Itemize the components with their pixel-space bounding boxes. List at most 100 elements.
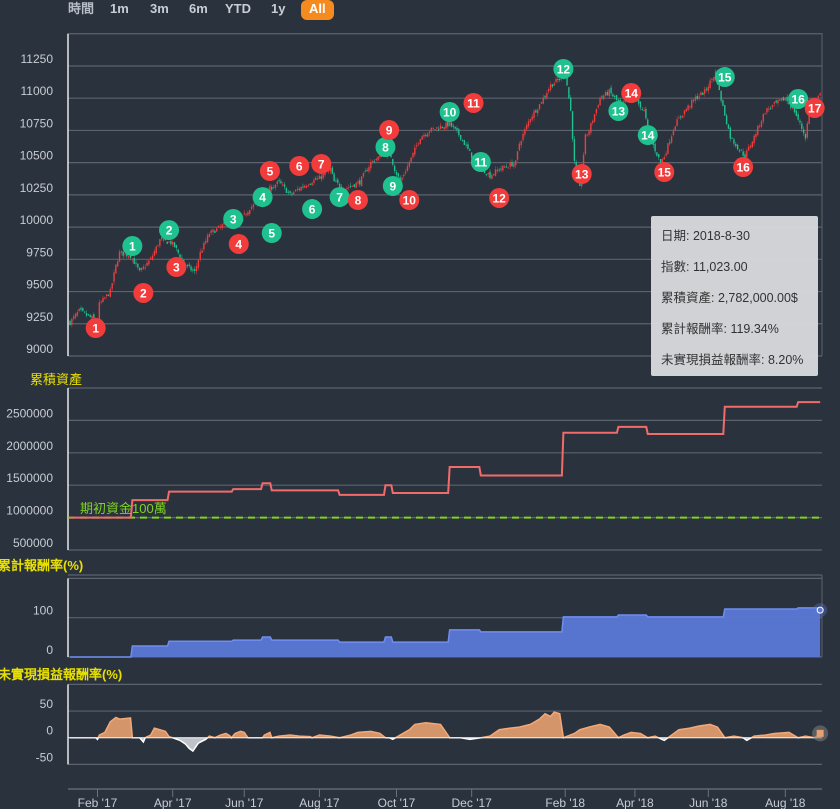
candle-body: [80, 307, 82, 310]
candle-body: [428, 131, 431, 133]
candle-body: [546, 92, 548, 99]
candle-body: [685, 109, 687, 112]
candle-body: [535, 110, 537, 113]
y-tick-label: 2000000: [6, 439, 53, 453]
candle-body: [362, 173, 365, 177]
range-6m-button[interactable]: 6m: [189, 1, 208, 16]
candle-body: [527, 121, 530, 127]
candle-body: [144, 267, 146, 269]
candle-body: [735, 143, 737, 147]
buy-signal-number: 9: [389, 179, 396, 193]
candle-body: [85, 313, 88, 316]
candle-body: [181, 257, 183, 260]
buy-signal-number: 13: [612, 104, 626, 118]
candle-body: [392, 158, 394, 165]
buy-signal-marker: 2: [159, 220, 180, 241]
candle-body: [553, 83, 555, 86]
candle-body: [408, 162, 411, 167]
candle-body: [140, 268, 143, 271]
candle-body: [742, 151, 744, 156]
candle-body: [76, 312, 79, 316]
candle-body: [269, 185, 271, 193]
candle-body: [760, 121, 763, 127]
candle-body: [129, 255, 132, 258]
candle-body: [199, 251, 201, 260]
candle-body: [252, 204, 255, 208]
candle-body: [168, 241, 170, 243]
candle-body: [463, 140, 466, 145]
cum-return-area: [70, 607, 821, 657]
sell-signal-number: 11: [467, 96, 480, 110]
sell-signal-circle: [733, 157, 754, 178]
candle-body: [212, 229, 214, 232]
buy-signal-circle: [553, 58, 574, 79]
candle-body: [162, 238, 165, 241]
sell-signal-number: 2: [140, 286, 147, 300]
candle-body: [153, 251, 156, 256]
candle-body: [373, 161, 376, 163]
candle-body: [298, 188, 300, 190]
sell-signal-circle: [379, 120, 400, 141]
y-tick-label: 10000: [20, 213, 54, 227]
candle-body: [285, 187, 288, 193]
candle-body: [727, 124, 730, 129]
candle-body: [208, 234, 211, 237]
sell-signal-marker: 15: [654, 162, 675, 183]
candle-body: [537, 109, 539, 114]
candle-body: [104, 297, 106, 299]
candle-body: [71, 318, 73, 325]
buy-signal-number: 2: [166, 224, 173, 238]
buy-signal-number: 6: [309, 203, 316, 217]
candle-body: [775, 100, 777, 103]
candle-body: [549, 84, 552, 90]
y-tick-label: -50: [36, 750, 54, 764]
candle-body: [186, 265, 189, 267]
candle-body: [687, 105, 689, 111]
candle-body: [311, 183, 313, 186]
range-1y-button[interactable]: 1y: [271, 1, 286, 16]
candle-body: [445, 122, 447, 129]
sell-signal-marker: 4: [228, 233, 249, 254]
y-tick-label: 10250: [20, 181, 54, 195]
buy-signal-marker: 1: [122, 236, 143, 257]
candle-body: [601, 96, 603, 98]
candle-body: [170, 240, 172, 245]
range-ytd-button[interactable]: YTD: [225, 1, 251, 16]
candle-body: [566, 75, 568, 86]
candle-body: [713, 77, 715, 81]
candle-body: [711, 78, 713, 80]
candle-body: [205, 241, 207, 244]
candle-body: [410, 157, 412, 163]
candle-body: [83, 311, 86, 313]
buy-signal-number: 3: [230, 212, 237, 226]
range-3m-button[interactable]: 3m: [150, 1, 169, 16]
buy-signal-number: 15: [718, 71, 732, 85]
candle-body: [243, 213, 245, 215]
candle-body: [672, 130, 675, 136]
candle-body: [520, 141, 522, 146]
candle-body: [349, 185, 352, 187]
candle-body: [359, 180, 361, 185]
buy-signal-number: 1: [129, 240, 136, 254]
candle-body: [771, 104, 774, 108]
candle-body: [109, 288, 112, 297]
unrealized-return-series: [68, 711, 829, 753]
candle-body: [683, 110, 686, 115]
candle-body: [146, 262, 148, 266]
range-1m-button[interactable]: 1m: [110, 1, 129, 16]
candle-body: [691, 100, 693, 108]
candle-body: [148, 260, 150, 265]
candle-body: [459, 134, 462, 140]
sell-signal-number: 7: [318, 157, 325, 171]
range-all-button[interactable]: All: [301, 0, 334, 20]
candle-body: [768, 108, 770, 110]
candle-body: [647, 119, 649, 127]
candle-body: [289, 191, 291, 193]
candle-body: [617, 99, 620, 102]
sell-signal-marker: 10: [399, 190, 420, 211]
sell-signal-circle: [489, 187, 510, 208]
candle-body: [150, 257, 152, 260]
candle-body: [441, 126, 444, 128]
candle-body: [681, 115, 684, 118]
candle-body: [371, 160, 374, 162]
